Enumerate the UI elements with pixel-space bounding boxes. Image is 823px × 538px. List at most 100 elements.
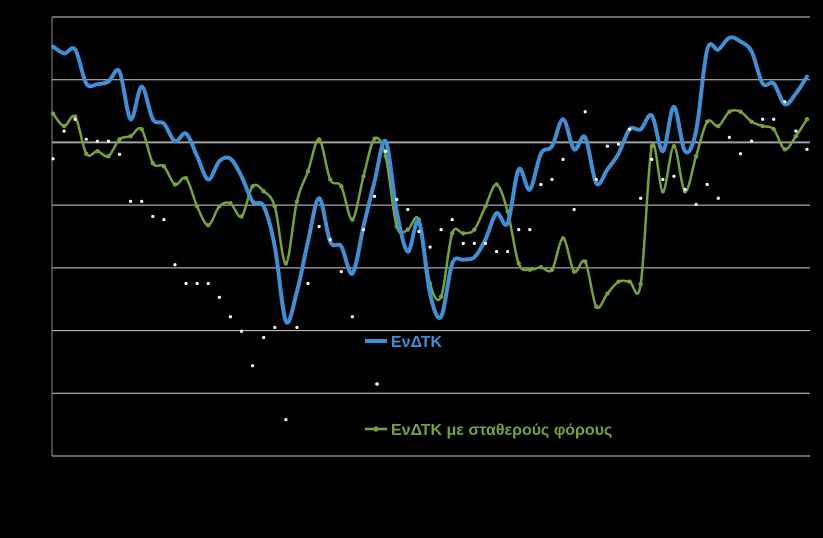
legend-marker-dots — [375, 382, 379, 386]
dot-point — [650, 157, 654, 161]
plot-area — [50, 35, 810, 422]
green-point — [316, 137, 322, 142]
green-point — [161, 164, 167, 169]
dot-point — [239, 329, 244, 333]
series-dots — [51, 100, 809, 422]
dot-point — [738, 152, 743, 156]
green-point — [494, 182, 499, 187]
series-enDTK — [51, 35, 809, 325]
green-point — [117, 137, 122, 142]
dot-point — [428, 245, 432, 249]
dot-point — [517, 228, 521, 232]
dot-point — [528, 228, 532, 232]
green-point — [516, 261, 521, 266]
green-point — [483, 204, 488, 209]
green-point — [261, 189, 266, 194]
dot-point — [406, 207, 410, 212]
green-point — [272, 204, 277, 209]
dot-point — [350, 315, 354, 319]
dot-point — [749, 139, 754, 143]
green-point — [405, 227, 411, 232]
green-point — [283, 261, 289, 266]
legend-label-enDTK-constant-taxes: ΕνΔΤΚ με σταθερούς φόρους — [391, 422, 612, 439]
green-point — [727, 109, 732, 114]
dot-point — [273, 325, 277, 330]
green-point — [527, 267, 532, 272]
dot-point — [228, 315, 233, 319]
green-point — [605, 291, 610, 296]
dot-point — [683, 187, 687, 192]
green-point — [61, 123, 67, 129]
dot-point — [317, 224, 321, 229]
dot-point — [361, 228, 366, 232]
green-point — [782, 147, 788, 152]
green-point — [139, 127, 144, 132]
dot-point — [594, 177, 598, 182]
dot-point — [605, 144, 610, 148]
green-point — [660, 189, 666, 194]
green-point — [50, 111, 56, 116]
dot-point — [173, 263, 177, 267]
green-point — [305, 169, 311, 174]
green-point — [350, 217, 355, 222]
dot-point — [761, 117, 765, 121]
dot-point — [73, 117, 77, 121]
dot-point — [661, 177, 665, 182]
green-point — [250, 184, 255, 189]
dot-point — [627, 127, 632, 131]
dot-point — [328, 238, 332, 242]
dot-point — [716, 196, 720, 200]
dot-point — [372, 194, 377, 198]
green-point — [594, 304, 599, 309]
dot-point — [506, 249, 510, 254]
green-point — [716, 123, 721, 129]
green-point — [804, 117, 810, 122]
dot-point — [51, 157, 55, 161]
dot-point — [550, 177, 554, 182]
green-point — [194, 204, 200, 209]
dot-point — [106, 139, 111, 143]
dot-point — [805, 147, 809, 151]
dot-point — [450, 217, 454, 222]
dot-point — [140, 199, 144, 203]
dot-point — [151, 214, 155, 219]
legend-entry-enDTK-constant-taxes: ΕνΔΤΚ με σταθερούς φόρους — [365, 422, 612, 439]
legend-label-enDTK: ΕνΔΤΚ — [391, 334, 443, 351]
legend-entry-enDTK: ΕνΔΤΚ — [365, 334, 443, 351]
green-point — [294, 199, 300, 204]
dot-point — [417, 229, 421, 234]
dot-point — [772, 117, 776, 121]
green-point — [328, 177, 333, 182]
green-point — [383, 154, 388, 159]
dot-point — [217, 295, 221, 299]
dot-point — [339, 270, 343, 274]
dot-point — [206, 281, 210, 286]
green-point — [638, 281, 643, 287]
dot-point — [162, 217, 166, 222]
green-point — [571, 269, 577, 274]
green-point — [339, 184, 344, 189]
dot-point — [783, 100, 787, 104]
dot-point — [117, 152, 122, 156]
green-point — [84, 151, 89, 156]
green-point — [128, 133, 133, 139]
green-point — [183, 175, 189, 181]
green-point — [538, 265, 544, 270]
legend-entry-dots — [375, 382, 379, 386]
dot-point — [95, 139, 99, 143]
green-point — [217, 204, 222, 209]
series-enDTK-constant-taxes — [50, 108, 810, 310]
dot-point — [639, 196, 643, 200]
dot-point — [494, 249, 499, 254]
dot-point — [539, 182, 543, 187]
green-point — [228, 201, 233, 206]
green-point — [671, 143, 677, 149]
green-point — [583, 259, 588, 264]
green-point — [361, 174, 366, 179]
green-point — [560, 236, 566, 241]
green-point — [438, 294, 444, 299]
dot-point — [184, 281, 188, 286]
green-point — [72, 114, 78, 119]
green-point — [627, 279, 632, 284]
